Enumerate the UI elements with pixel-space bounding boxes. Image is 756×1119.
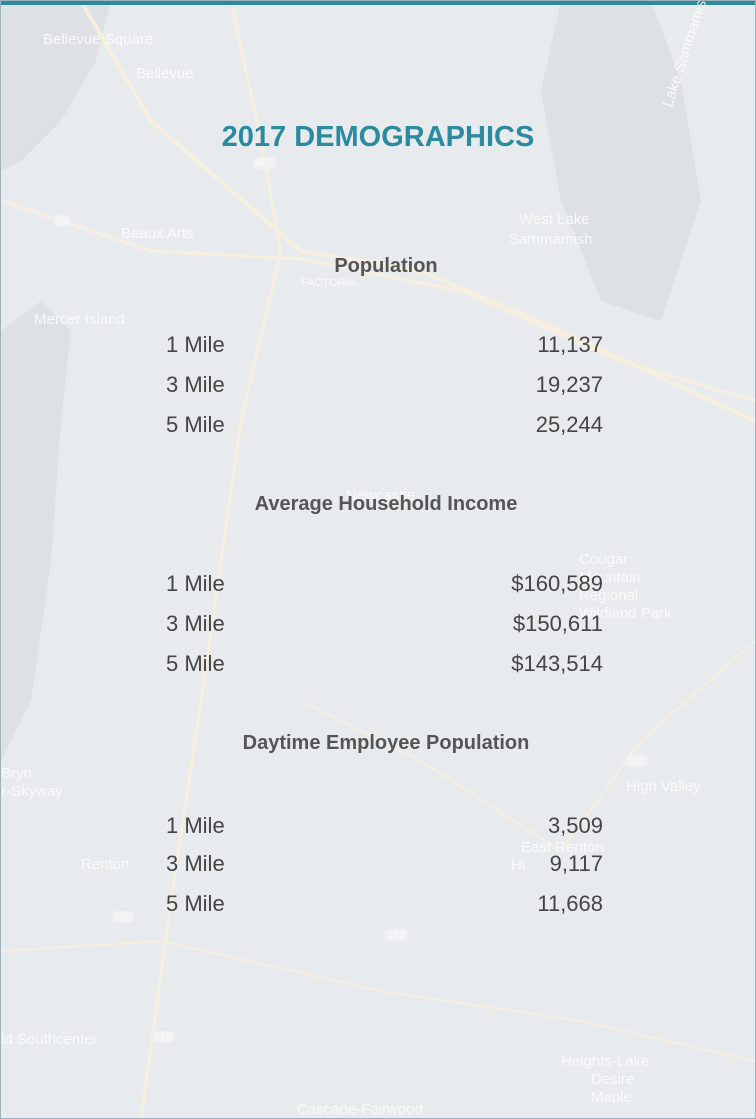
- row-label: 1 Mile: [166, 332, 225, 358]
- map-label: 405: [253, 157, 277, 169]
- map-label: Mercer Island: [34, 311, 125, 328]
- row-label: 3 Mile: [166, 611, 225, 637]
- map-label: r-Skyway: [1, 783, 63, 800]
- map-label: ld Southcenter: [1, 1031, 98, 1048]
- row-label: 1 Mile: [166, 571, 225, 597]
- map-label: High Valley: [626, 778, 701, 795]
- row-value: $150,611: [513, 611, 603, 637]
- map-label: Sammamish: [509, 231, 592, 248]
- map-label: Maple: [591, 1089, 632, 1106]
- row-label: 3 Mile: [166, 851, 225, 877]
- map-label: Bellevue Square: [43, 31, 153, 48]
- row-value: 25,244: [536, 412, 603, 438]
- section-title: Daytime Employee Population: [1, 732, 756, 755]
- map-label: Cascade-Fairwood: [297, 1101, 423, 1118]
- map-label: 900: [625, 755, 649, 767]
- row-value: $143,514: [511, 651, 603, 677]
- map-label: Bryn: [1, 765, 32, 782]
- row-value: 3,509: [548, 813, 603, 839]
- map-label: 515: [151, 1031, 175, 1043]
- section-title: Population: [1, 255, 756, 278]
- map-label: Cougar: [579, 551, 628, 568]
- top-bar: [1, 1, 755, 5]
- row-label: 5 Mile: [166, 891, 225, 917]
- title: 2017 DEMOGRAPHICS: [1, 121, 755, 154]
- row-label: 5 Mile: [166, 412, 225, 438]
- map-label: Beaux Arts: [121, 225, 194, 242]
- map-label: 90: [53, 215, 71, 227]
- row-label: 1 Mile: [166, 813, 225, 839]
- map-label: Renton: [81, 856, 129, 873]
- row-value: 11,137: [537, 332, 603, 358]
- map-label: 169: [384, 929, 408, 941]
- map-label: 167: [111, 911, 135, 923]
- map-label: FACTORIA: [301, 277, 356, 289]
- row-value: 19,237: [536, 372, 603, 398]
- page: Bellevue Square Bellevue Beaux Arts Mercer …: [0, 0, 756, 1119]
- row-value: 11,668: [537, 891, 603, 917]
- map-label: Bellevue: [136, 65, 194, 82]
- map-label: West Lake: [519, 211, 590, 228]
- row-value: 9,117: [550, 851, 603, 877]
- row-label: 3 Mile: [166, 372, 225, 398]
- row-value: $160,589: [511, 571, 603, 597]
- section-title: Average Household Income: [1, 493, 756, 516]
- map-label: Heights-Lake: [561, 1053, 649, 1070]
- row-label: 5 Mile: [166, 651, 225, 677]
- map-label: Desire: [591, 1071, 634, 1088]
- map-background: [1, 1, 755, 1118]
- map-label: Hi: [511, 857, 525, 874]
